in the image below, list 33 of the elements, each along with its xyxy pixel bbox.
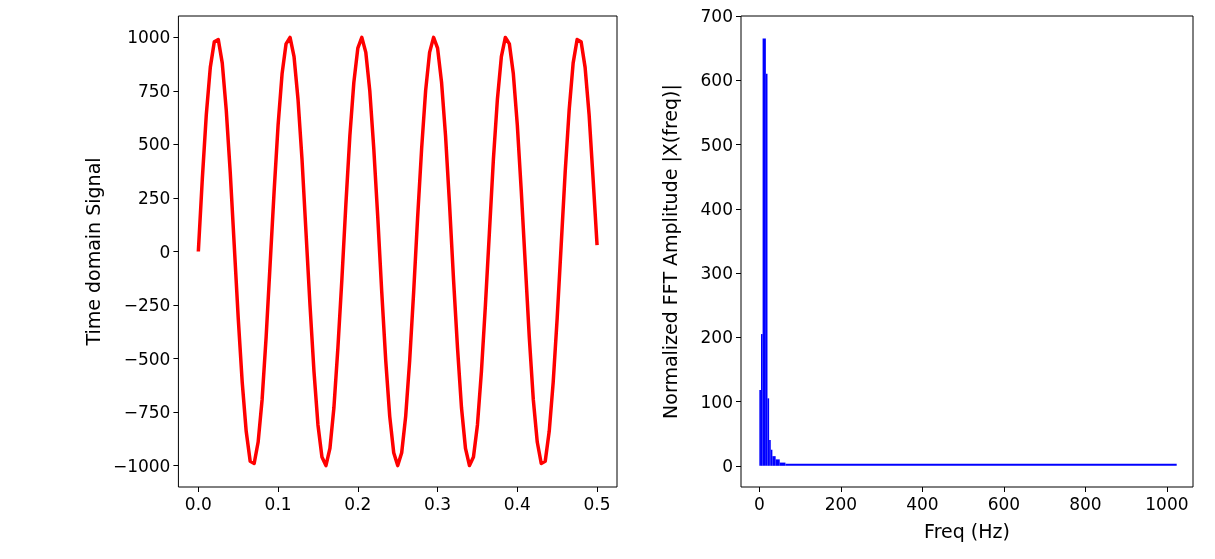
y-tick-label: 100 <box>700 391 733 412</box>
x-tick-label: 400 <box>906 493 939 514</box>
y-tick-label: 1000 <box>127 27 171 48</box>
y-tick-label: 750 <box>137 80 171 101</box>
y-tick-label: 300 <box>700 263 733 284</box>
x-tick-label: 0.2 <box>344 493 372 514</box>
x-tick-label: 200 <box>824 493 858 514</box>
x-tick-label: 600 <box>987 493 1021 514</box>
x-tick-label: 800 <box>1069 493 1102 514</box>
x-tick-label: 0.4 <box>503 493 531 514</box>
x-tick-label: 0.1 <box>264 493 292 514</box>
y-tick-label: 0 <box>159 241 171 262</box>
y-axis-title: Normalized FFT Amplitude |X(freq)| <box>658 84 682 419</box>
y-tick-label: −250 <box>123 295 171 316</box>
y-tick-label: 500 <box>137 134 171 155</box>
y-tick-label: 500 <box>700 134 733 155</box>
x-axis-title: Freq (Hz) <box>924 519 1010 542</box>
line-series <box>196 35 599 468</box>
y-tick-label: −750 <box>123 402 171 423</box>
y-tick-label: −1000 <box>112 455 171 476</box>
y-tick-label: 600 <box>700 70 733 91</box>
x-tick-label: 0.3 <box>424 493 452 514</box>
y-axis-title: Time domain Signal <box>81 157 104 347</box>
x-tick-label: 0.0 <box>184 493 212 514</box>
y-tick-label: 0 <box>722 455 733 476</box>
y-tick-label: 400 <box>700 198 733 219</box>
y-tick-label: 200 <box>700 327 733 348</box>
x-tick-label: 0.5 <box>583 493 611 514</box>
y-tick-label: 250 <box>137 187 171 208</box>
y-tick-label: 700 <box>700 6 733 26</box>
x-tick-label: 0 <box>753 493 765 514</box>
x-tick-label: 1000 <box>1145 493 1189 514</box>
y-tick-label: −500 <box>123 348 171 369</box>
